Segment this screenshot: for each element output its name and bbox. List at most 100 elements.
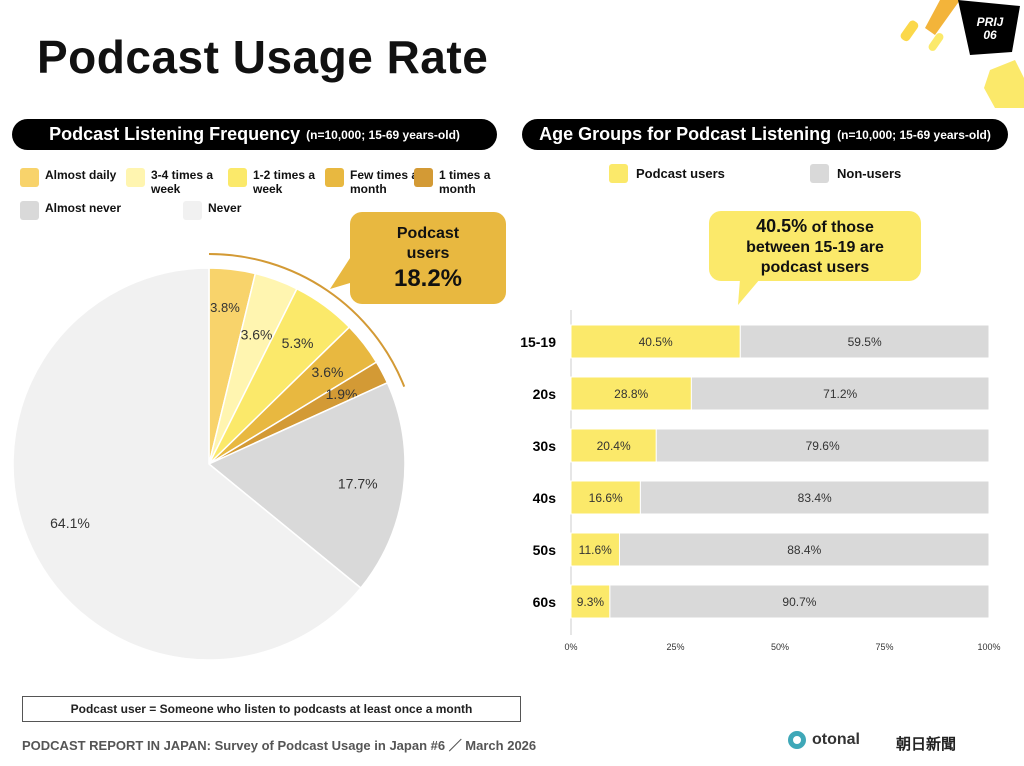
legend-swatch (609, 164, 628, 183)
callout-pointer (330, 255, 370, 289)
bar-value-label: 71.2% (823, 387, 857, 401)
legend-label: Few times a month (350, 168, 419, 196)
pie-label: 3.6% (312, 364, 344, 380)
otonal-logo-icon (788, 731, 806, 749)
legend-item: Never (183, 201, 241, 220)
legend-item: Few times a month (325, 168, 425, 196)
right-panel-header: Age Groups for Podcast Listening (n=10,00… (522, 119, 1008, 150)
legend-swatch (325, 168, 344, 187)
legend-swatch (810, 164, 829, 183)
left-panel-header: Podcast Listening Frequency (n=10,000; 15… (12, 119, 497, 150)
pie-slice (207, 381, 406, 590)
category-label: 60s (533, 594, 557, 610)
pie-label: 64.1% (50, 515, 90, 531)
left-panel-subtitle: (n=10,000; 15-69 years-old) (306, 127, 460, 142)
legend-label: Non-users (837, 165, 902, 181)
callout-pointer (738, 279, 760, 305)
bar-segment (618, 532, 990, 567)
pie-label: 5.3% (282, 335, 314, 351)
legend-label: 1 times a month (439, 168, 491, 196)
bar-segment (739, 324, 990, 359)
legend-swatch (183, 201, 202, 220)
bar-value-label: 90.7% (782, 595, 816, 609)
category-label: 40s (533, 490, 557, 506)
legend-swatch (414, 168, 433, 187)
callout-line2: users (406, 245, 450, 262)
legend-item: 1 times a month (414, 168, 514, 196)
bar-value-label: 28.8% (614, 387, 648, 401)
bar-segment (570, 532, 620, 567)
callout-text3: podcast users (760, 259, 870, 276)
legend-swatch (126, 168, 145, 187)
bar-segment (570, 324, 741, 359)
callout-text1: of those (807, 219, 874, 236)
definition-note: Podcast user = Someone who listen to pod… (22, 696, 521, 722)
legend-label: 1-2 times a week (253, 168, 316, 196)
bar-value-label: 11.6% (579, 543, 612, 557)
x-tick-label: 25% (666, 642, 684, 652)
bar-value-label: 9.3% (577, 595, 605, 609)
otonal-logo: otonal (788, 731, 860, 749)
bar-segment (609, 584, 990, 619)
bar-value-label: 16.6% (589, 491, 623, 505)
footer-source: PODCAST REPORT IN JAPAN: Survey of Podca… (22, 738, 537, 753)
asahi-logo: 朝日新聞 (896, 736, 957, 753)
x-tick-label: 100% (977, 642, 1000, 652)
legend-swatch (20, 201, 39, 220)
bar-value-label: 79.6% (806, 439, 840, 453)
callout-highlight: 40.5% (756, 216, 808, 236)
x-tick-label: 0% (564, 642, 577, 652)
pie-label: 3.8% (210, 300, 240, 315)
legend-label: Podcast users (636, 165, 725, 181)
legend-label: 3-4 times a week (151, 168, 214, 196)
bar-segment (690, 376, 990, 411)
category-label: 50s (533, 542, 557, 558)
x-tick-label: 75% (875, 642, 893, 652)
bar-segment (655, 428, 990, 463)
bar-value-label: 88.4% (787, 543, 821, 557)
legend-item: Almost daily (20, 168, 116, 187)
bar-value-label: 83.4% (798, 491, 832, 505)
badge-line2: 06 (983, 28, 997, 42)
legend-swatch (20, 168, 39, 187)
bar-segment (570, 480, 641, 515)
page-title: Podcast Usage Rate (37, 31, 489, 83)
callout-line1: Podcast (396, 225, 460, 242)
pie-label: 17.7% (338, 475, 378, 491)
bar-segment (570, 584, 611, 619)
legend-label: Almost never (45, 201, 122, 215)
bar-value-label: 20.4% (597, 439, 631, 453)
bar-value-label: 59.5% (848, 335, 882, 349)
podcast-users-callout: Podcast users 18.2% (350, 212, 506, 304)
pie-chart: 3.8%3.6%5.3%3.6%1.9%17.7%64.1% (12, 253, 406, 661)
legend-swatch (228, 168, 247, 187)
category-label: 15-19 (520, 334, 556, 350)
legend-label: Almost daily (45, 168, 117, 182)
right-panel-title: Age Groups for Podcast Listening (539, 124, 832, 144)
pie-slice (12, 267, 362, 661)
bar-segment (570, 376, 692, 411)
left-panel-title: Podcast Listening Frequency (49, 124, 301, 144)
callout-text2: between 15-19 are (746, 239, 884, 256)
legend-item: 3-4 times a week (126, 168, 226, 196)
legend-item: Almost never (20, 201, 121, 220)
pie-label: 3.6% (241, 326, 273, 342)
category-label: 30s (533, 438, 557, 454)
decorative-badge: PRIJ 06 (900, 0, 1024, 108)
category-label: 20s (533, 386, 557, 402)
otonal-logo-text: otonal (812, 731, 860, 748)
legend-item: Non-users (810, 164, 901, 183)
x-tick-label: 50% (771, 642, 789, 652)
callout-value: 18.2% (393, 265, 463, 292)
podcast-users-arc (208, 253, 406, 388)
badge-line1: PRIJ (977, 15, 1004, 29)
pie-label: 1.9% (326, 386, 358, 402)
bar-chart: 15-19 40.5% 59.5% 20s 28.8% 71.2% 30s 20.4% 79.6… (520, 310, 1001, 652)
legend-item: Podcast users (609, 164, 725, 183)
legend-label: Never (208, 201, 242, 215)
legend-item: 1-2 times a week (228, 168, 328, 196)
bar-segment (639, 480, 990, 515)
age-callout: 40.5% of those between 15-19 are podcast… (709, 211, 921, 281)
bar-value-label: 40.5% (639, 335, 673, 349)
right-panel-subtitle: (n=10,000; 15-69 years-old) (837, 127, 991, 142)
